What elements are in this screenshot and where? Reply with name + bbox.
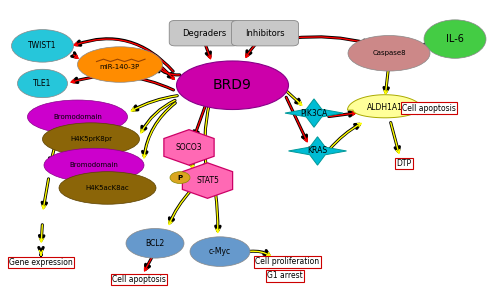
Text: ALDH1A1: ALDH1A1 — [367, 103, 403, 112]
Text: DTP: DTP — [396, 159, 411, 168]
Text: Cell apoptosis: Cell apoptosis — [112, 275, 166, 284]
Text: miR-140-3P: miR-140-3P — [100, 64, 140, 70]
Text: PIK3CA: PIK3CA — [300, 109, 328, 118]
Ellipse shape — [348, 36, 430, 71]
Ellipse shape — [44, 148, 144, 182]
Ellipse shape — [78, 47, 162, 82]
Polygon shape — [164, 130, 214, 165]
Text: BRD9: BRD9 — [213, 78, 252, 92]
Ellipse shape — [190, 237, 250, 266]
Text: Inhibitors: Inhibitors — [245, 29, 285, 38]
Ellipse shape — [176, 61, 288, 110]
Ellipse shape — [42, 123, 140, 155]
Text: H4K5prK8pr: H4K5prK8pr — [70, 136, 112, 142]
Text: STAT5: STAT5 — [196, 176, 219, 185]
Text: Bromodomain: Bromodomain — [53, 114, 102, 120]
Polygon shape — [285, 99, 343, 127]
FancyBboxPatch shape — [169, 20, 239, 46]
Text: P: P — [178, 175, 182, 181]
Text: Caspase8: Caspase8 — [372, 50, 406, 56]
Text: IL-6: IL-6 — [446, 34, 464, 44]
Ellipse shape — [18, 69, 68, 98]
Text: SOCO3: SOCO3 — [176, 143, 203, 152]
Text: KRAS: KRAS — [308, 147, 328, 155]
Ellipse shape — [12, 30, 74, 62]
Text: Degraders: Degraders — [182, 29, 226, 38]
Text: BCL2: BCL2 — [146, 239, 165, 248]
Ellipse shape — [126, 229, 184, 258]
Text: Bromodomain: Bromodomain — [70, 162, 118, 168]
Polygon shape — [288, 137, 346, 165]
Circle shape — [170, 172, 190, 184]
Text: TWIST1: TWIST1 — [28, 41, 57, 50]
Text: Gene expression: Gene expression — [9, 258, 73, 267]
Text: Cell apoptosis: Cell apoptosis — [402, 104, 456, 112]
FancyBboxPatch shape — [232, 20, 298, 46]
Ellipse shape — [59, 172, 156, 204]
Text: Cell proliferation: Cell proliferation — [256, 258, 320, 266]
PathPatch shape — [348, 95, 422, 118]
Polygon shape — [182, 163, 232, 198]
Text: H4K5acK8ac: H4K5acK8ac — [86, 185, 130, 191]
Ellipse shape — [28, 100, 128, 134]
Text: G1 arrest: G1 arrest — [267, 271, 303, 280]
Ellipse shape — [424, 20, 486, 58]
Text: TLE1: TLE1 — [34, 79, 52, 88]
Text: c-Myc: c-Myc — [209, 247, 231, 256]
